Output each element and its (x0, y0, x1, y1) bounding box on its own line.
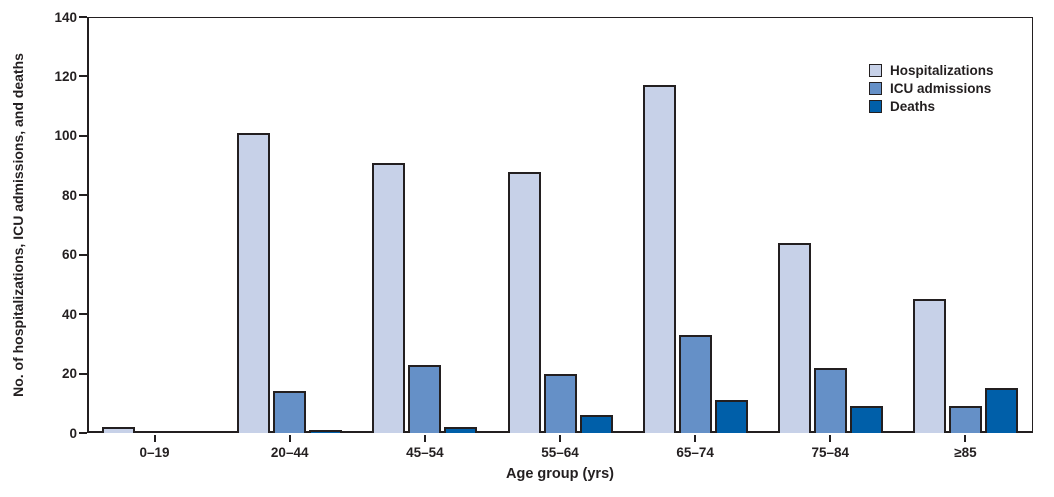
bar-hospitalizations-20-44 (237, 132, 271, 433)
bar-hospitalizations-0-19 (102, 427, 136, 433)
y-tick-label-60: 60 (61, 247, 77, 263)
legend-swatch-icu-admissions (869, 81, 882, 95)
bar-deaths-75-84 (849, 406, 883, 433)
x-tick-label-20-44: 20–44 (270, 445, 309, 460)
legend-swatch-hospitalizations (869, 63, 882, 77)
x-tick-label-85: ≥85 (954, 445, 977, 460)
bar-hospitalizations-75-84 (777, 242, 811, 433)
y-tick-mark-80 (79, 194, 87, 197)
x-tick-label-75-84: 75–84 (811, 445, 850, 460)
legend-item-deaths: Deaths (869, 97, 994, 115)
x-tick-label-55-64: 55–64 (541, 445, 579, 460)
bar-icu-admissions-85 (948, 406, 982, 433)
bar-deaths-20-44 (309, 430, 343, 433)
y-tick-mark-100 (79, 134, 87, 137)
bar-icu-admissions-75-84 (813, 367, 847, 433)
bar-icu-admissions-65-74 (678, 334, 712, 433)
x-tick-label-65-74: 65–74 (676, 445, 714, 460)
bar-deaths-45-54 (444, 427, 478, 433)
y-tick-mark-140 (79, 16, 87, 18)
x-tick-mark-85 (964, 435, 967, 442)
legend: Hospitalizations ICU admissions Deaths (869, 61, 994, 115)
x-tick-label-0-19: 0–19 (139, 445, 170, 460)
y-tick-label-140: 140 (54, 9, 77, 25)
y-tick-mark-20 (79, 372, 87, 375)
x-tick-mark-20-44 (288, 435, 291, 442)
bar-hospitalizations-55-64 (507, 171, 541, 433)
bar-deaths-65-74 (714, 400, 748, 433)
y-tick-mark-0 (79, 432, 87, 434)
legend-label-hospitalizations: Hospitalizations (890, 62, 994, 78)
legend-label-deaths: Deaths (890, 98, 936, 114)
x-tick-mark-65-74 (694, 435, 697, 442)
x-tick-mark-55-64 (559, 435, 561, 442)
x-tick-mark-0-19 (153, 435, 156, 442)
bar-deaths-85 (984, 388, 1018, 433)
legend-item-hospitalizations: Hospitalizations (869, 61, 994, 79)
x-tick-mark-75-84 (829, 435, 832, 442)
y-tick-label-100: 100 (54, 128, 77, 144)
bar-hospitalizations-85 (912, 299, 946, 433)
bar-deaths-55-64 (579, 415, 613, 433)
y-tick-mark-40 (79, 313, 87, 316)
y-tick-label-80: 80 (61, 187, 77, 203)
x-axis-title: Age group (yrs) (506, 466, 614, 482)
bar-icu-admissions-20-44 (273, 391, 307, 433)
y-tick-label-0: 0 (69, 425, 77, 441)
bar-icu-admissions-45-54 (408, 364, 442, 433)
legend-item-icu-admissions: ICU admissions (869, 79, 994, 97)
y-tick-mark-60 (79, 253, 87, 256)
y-tick-mark-120 (79, 75, 87, 78)
x-tick-label-45-54: 45–54 (406, 445, 444, 460)
bar-hospitalizations-45-54 (372, 162, 406, 433)
y-tick-label-20: 20 (61, 366, 77, 382)
bar-hospitalizations-65-74 (642, 85, 676, 433)
legend-swatch-deaths (869, 99, 882, 113)
x-tick-mark-45-54 (423, 435, 426, 442)
legend-label-icu-admissions: ICU admissions (890, 80, 992, 96)
y-tick-label-120: 120 (54, 68, 77, 84)
y-axis-title-text: No. of hospitalizations, ICU admissions,… (10, 53, 26, 397)
y-tick-label-40: 40 (61, 306, 77, 322)
bar-icu-admissions-55-64 (543, 373, 577, 433)
